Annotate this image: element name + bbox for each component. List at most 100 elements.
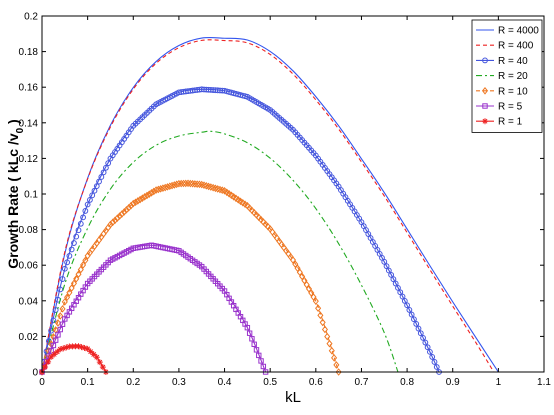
- data-point-marker: [169, 181, 176, 190]
- data-point-marker: [404, 302, 410, 309]
- legend-box: [471, 19, 543, 133]
- legend-marker: [482, 118, 488, 125]
- data-point-marker: [164, 183, 171, 191]
- x-tick-label: 0.7: [355, 377, 369, 388]
- data-point-marker: [93, 354, 100, 361]
- data-point-marker: [333, 361, 340, 369]
- y-axis-label-main: Growth Rate ( kLc /v: [5, 133, 21, 269]
- data-point-marker: [130, 199, 137, 208]
- data-point-marker: [107, 220, 114, 229]
- data-point-marker: [77, 220, 84, 227]
- legend-label: R = 1: [498, 117, 523, 128]
- y-axis-label-sub: 0: [15, 127, 26, 133]
- legend-marker: [482, 103, 488, 109]
- data-point-marker: [93, 183, 100, 190]
- y-tick-label: 0.04: [19, 296, 39, 307]
- data-point-marker: [155, 185, 162, 194]
- data-point-marker: [417, 330, 424, 337]
- data-point-marker: [100, 169, 107, 176]
- data-point-marker: [335, 368, 342, 376]
- data-point-marker: [178, 179, 185, 188]
- data-point-marker: [75, 227, 82, 234]
- data-point-marker: [64, 259, 70, 266]
- data-point-marker: [411, 316, 417, 323]
- data-point-marker: [48, 348, 54, 354]
- data-point-marker: [75, 343, 82, 350]
- data-point-marker: [66, 343, 73, 350]
- data-point-marker: [319, 318, 326, 327]
- data-point-marker: [87, 348, 94, 355]
- data-point-marker: [381, 258, 388, 265]
- data-point-marker: [157, 185, 164, 193]
- data-point-marker: [52, 337, 59, 343]
- data-point-marker: [78, 344, 85, 351]
- series-line: [41, 39, 495, 373]
- data-point-marker: [137, 195, 144, 204]
- data-point-marker: [153, 186, 160, 194]
- data-point-marker: [321, 325, 328, 334]
- data-point-marker: [141, 193, 148, 201]
- x-tick-label: 1: [496, 377, 502, 388]
- data-point-marker: [69, 343, 76, 350]
- data-point-marker: [89, 192, 96, 199]
- data-point-marker: [249, 336, 255, 342]
- data-point-marker: [173, 180, 180, 189]
- data-point-marker: [383, 263, 390, 270]
- legend-item: R = 10: [476, 86, 528, 97]
- y-tick-label: 0.02: [19, 332, 39, 343]
- data-point-marker: [143, 191, 151, 200]
- data-point-marker: [187, 179, 194, 188]
- data-point-marker: [159, 184, 166, 192]
- data-point-marker: [175, 179, 182, 188]
- data-point-marker: [127, 201, 135, 210]
- data-point-marker: [54, 348, 61, 355]
- data-point-marker: [57, 346, 64, 353]
- data-point-marker: [292, 260, 299, 268]
- data-point-marker: [57, 312, 64, 320]
- data-point-marker: [109, 218, 116, 227]
- data-point-marker: [388, 271, 395, 278]
- data-point-marker: [87, 197, 93, 203]
- x-axis-label: kL: [285, 389, 301, 406]
- data-point-marker: [310, 293, 317, 301]
- data-point-marker: [71, 240, 77, 246]
- series-line: [41, 88, 440, 373]
- data-point-marker: [385, 267, 392, 274]
- data-point-marker: [59, 305, 66, 313]
- series-line: [41, 130, 399, 373]
- data-point-marker: [390, 276, 397, 283]
- data-point-marker: [51, 351, 58, 358]
- data-point-marker: [317, 311, 324, 320]
- legend-label: R = 20: [498, 71, 528, 82]
- data-point-marker: [80, 261, 87, 269]
- legend-label: R = 40: [498, 56, 528, 67]
- data-point-marker: [413, 321, 420, 327]
- data-point-marker: [102, 164, 109, 171]
- data-point-marker: [326, 339, 333, 348]
- data-point-marker: [42, 363, 49, 370]
- x-tick-label: 0: [39, 377, 45, 388]
- data-point-marker: [59, 276, 66, 282]
- data-point-marker: [84, 201, 91, 208]
- series-r-5: [39, 242, 269, 375]
- x-tick-label: 0.9: [446, 377, 460, 388]
- data-point-marker: [331, 354, 338, 362]
- data-point-marker: [328, 346, 335, 355]
- data-point-marker: [57, 326, 63, 333]
- data-point-marker: [96, 359, 103, 366]
- data-point-marker: [90, 351, 97, 358]
- data-point-marker: [408, 311, 415, 318]
- data-point-marker: [401, 298, 408, 304]
- legend-item: R = 5: [476, 102, 523, 113]
- data-point-marker: [429, 354, 436, 360]
- data-point-marker: [66, 253, 73, 259]
- data-point-marker: [96, 178, 102, 185]
- data-point-marker: [105, 160, 112, 167]
- data-point-marker: [66, 288, 73, 297]
- data-point-marker: [111, 216, 119, 225]
- y-tick-label: 0.06: [19, 261, 39, 272]
- data-point-marker: [244, 324, 251, 331]
- data-point-marker: [308, 289, 315, 297]
